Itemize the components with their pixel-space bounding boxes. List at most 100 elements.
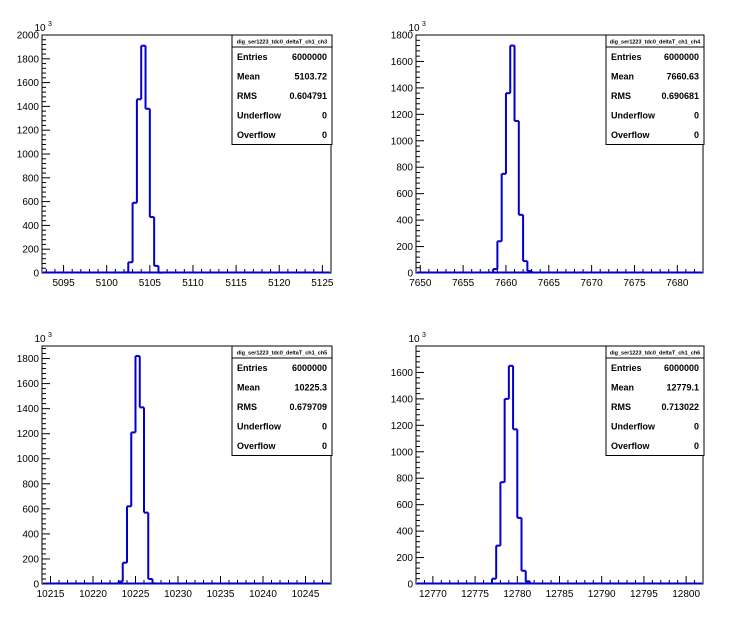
stats-value: 6000000 [664, 363, 699, 373]
y-tick-label: 1200 [391, 421, 414, 432]
y-tick-label: 0 [407, 269, 413, 280]
x-tick-label: 12790 [588, 589, 616, 600]
y-exponent-power: 3 [48, 332, 52, 339]
stats-title: dig_ser1223_tdc0_deltaT_ch1_ch4 [610, 40, 701, 46]
y-tick-label: 600 [22, 504, 39, 515]
x-tick-label: 12780 [503, 589, 531, 600]
stats-value: 0 [694, 441, 699, 451]
stats-value: 12779.1 [666, 383, 699, 393]
x-tick-label: 10220 [79, 589, 107, 600]
y-tick-label: 0 [407, 580, 413, 591]
x-tick-label: 5105 [139, 278, 162, 289]
y-exponent-label: 10 [34, 23, 46, 34]
y-tick-label: 800 [396, 163, 413, 174]
stats-key: Overflow [237, 130, 277, 140]
x-tick-label: 5115 [225, 278, 247, 289]
y-tick-label: 1400 [391, 83, 414, 94]
y-tick-label: 1000 [17, 454, 40, 465]
histogram-panel: 0 200 400 600 800 1000 1200 1400 1600 1800 10 3 1021… [17, 332, 333, 600]
x-tick-label: 10225 [122, 589, 150, 600]
stats-key: Underflow [237, 422, 282, 432]
y-tick-label: 1600 [391, 368, 414, 379]
stats-key: Entries [611, 52, 642, 62]
stats-box [605, 345, 705, 456]
stats-value: 0 [694, 130, 699, 140]
y-tick-label: 400 [22, 221, 39, 232]
x-tick-label: 12770 [419, 589, 447, 600]
y-tick-label: 400 [396, 527, 413, 538]
stats-value: 0 [322, 130, 327, 140]
y-tick-label: 1800 [391, 31, 414, 42]
x-tick-label: 10240 [249, 589, 277, 600]
y-exponent-power: 3 [422, 21, 426, 28]
stats-key: RMS [611, 91, 631, 101]
x-tick-label: 7670 [581, 278, 604, 289]
x-tick-label: 7660 [495, 278, 518, 289]
stats-value: 0.679709 [289, 402, 327, 412]
stats-key: Overflow [611, 130, 651, 140]
y-tick-label: 200 [396, 242, 413, 253]
stats-value: 7660.63 [666, 72, 699, 82]
y-tick-label: 1800 [17, 54, 40, 65]
x-tick-label: 5095 [52, 278, 75, 289]
y-tick-label: 1400 [391, 394, 414, 405]
stats-value: 0 [322, 111, 327, 121]
stats-key: RMS [237, 91, 257, 101]
stats-key: RMS [237, 402, 257, 412]
y-tick-label: 1000 [391, 447, 414, 458]
x-tick-label: 7650 [409, 278, 432, 289]
stats-key: Overflow [237, 441, 277, 451]
stats-key: Underflow [611, 422, 656, 432]
y-tick-label: 600 [22, 197, 39, 208]
y-tick-label: 2000 [17, 31, 40, 42]
stats-box [231, 345, 333, 456]
stats-value: 6000000 [292, 52, 327, 62]
stats-key: Mean [237, 383, 260, 393]
y-tick-label: 1400 [17, 404, 40, 415]
y-tick-label: 1600 [391, 57, 414, 68]
y-tick-label: 200 [22, 554, 39, 565]
stats-title: dig_ser1223_tdc0_deltaT_ch1_ch5 [237, 351, 328, 357]
x-tick-label: 5110 [182, 278, 204, 289]
x-tick-label: 7680 [666, 278, 689, 289]
stats-key: Underflow [237, 111, 282, 121]
x-tick-label: 5100 [96, 278, 119, 289]
y-tick-label: 1200 [17, 126, 40, 137]
y-tick-label: 200 [396, 553, 413, 564]
stats-value: 10225.3 [294, 383, 327, 393]
x-tick-label: 7655 [452, 278, 475, 289]
stats-value: 0 [694, 422, 699, 432]
y-tick-label: 200 [22, 245, 39, 256]
stats-key: Entries [237, 52, 268, 62]
x-tick-label: 10245 [292, 589, 320, 600]
stats-value: 0 [322, 422, 327, 432]
y-exponent-label: 10 [408, 23, 420, 34]
y-tick-label: 800 [396, 474, 413, 485]
stats-key: Mean [611, 72, 634, 82]
y-exponent-label: 10 [408, 334, 420, 345]
stats-key: Mean [237, 72, 260, 82]
y-tick-label: 1000 [17, 150, 40, 161]
y-tick-label: 1400 [17, 102, 40, 113]
stats-key: Entries [611, 363, 642, 373]
y-tick-label: 1600 [17, 78, 40, 89]
stats-value: 0 [694, 111, 699, 121]
x-tick-label: 7675 [623, 278, 646, 289]
y-tick-label: 400 [22, 529, 39, 540]
stats-value: 6000000 [292, 363, 327, 373]
y-exponent-power: 3 [48, 21, 52, 28]
stats-title: dig_ser1223_tdc0_deltaT_ch1_ch3 [237, 40, 328, 46]
y-tick-label: 1200 [17, 429, 40, 440]
y-tick-label: 1200 [391, 110, 414, 121]
y-tick-label: 0 [33, 269, 39, 280]
y-exponent-label: 10 [34, 334, 46, 345]
stats-box [605, 34, 705, 145]
stats-key: Overflow [611, 441, 651, 451]
stats-value: 6000000 [664, 52, 699, 62]
x-tick-label: 10235 [207, 589, 235, 600]
y-tick-label: 1800 [17, 354, 40, 365]
stats-value: 0.713022 [661, 402, 699, 412]
